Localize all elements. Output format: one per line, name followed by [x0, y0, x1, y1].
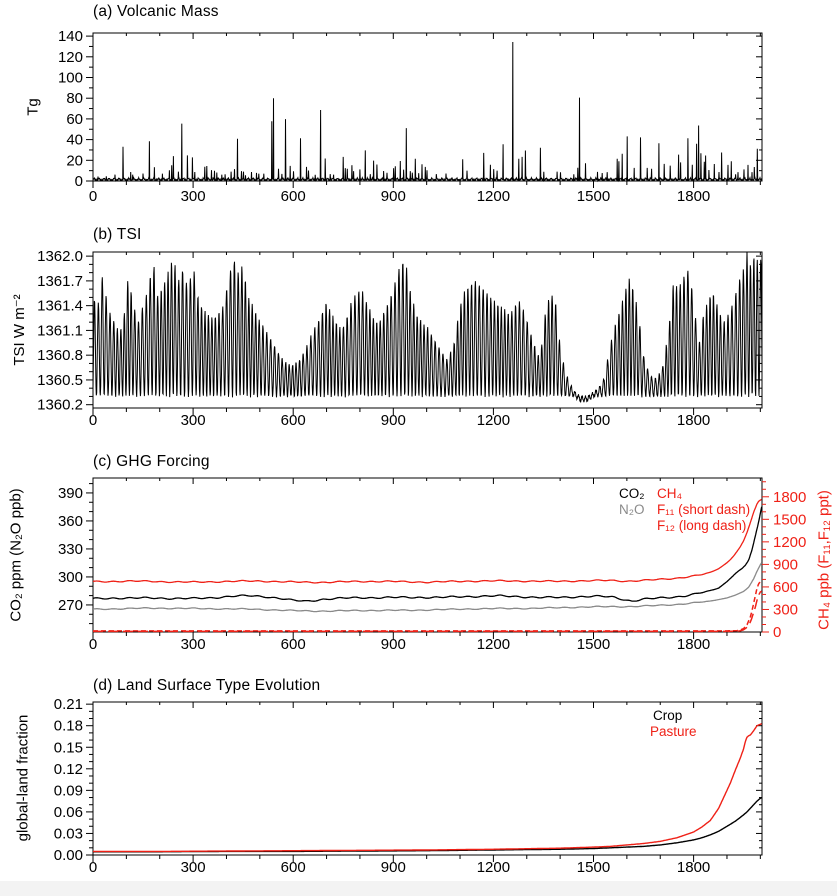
- tick-label: 1500: [577, 412, 610, 429]
- panel-b-ylabel: TSI W m⁻²: [11, 294, 28, 366]
- tick-label: 1800: [677, 188, 710, 205]
- tick-label: 1361.4: [37, 298, 83, 315]
- tick-label: 0.21: [54, 696, 83, 713]
- tick-label: 1360.5: [37, 372, 83, 389]
- tick-label: 0.12: [54, 761, 83, 778]
- series-crop: [93, 797, 762, 853]
- tick-label: 1200: [477, 188, 510, 205]
- tick-label: 20: [66, 152, 83, 169]
- tick-label: 300: [773, 601, 798, 618]
- legend-n2o: N₂O: [619, 502, 645, 517]
- tick-label: 1200: [477, 636, 510, 653]
- tick-label: 1500: [577, 188, 610, 205]
- tick-label: 0.15: [54, 739, 83, 756]
- panel-b-title: (b) TSI: [93, 226, 142, 243]
- tick-label: 40: [66, 132, 83, 149]
- tick-label: 80: [66, 90, 83, 107]
- tick-label: 300: [181, 636, 206, 653]
- tick-label: 0: [773, 624, 781, 641]
- tick-label: 1200: [477, 412, 510, 429]
- series-f12: [93, 590, 763, 633]
- tick-label: 1360.2: [37, 397, 83, 414]
- panel-c-title: (c) GHG Forcing: [93, 453, 210, 470]
- tick-label: 1362.0: [37, 248, 83, 265]
- tick-label: 900: [773, 556, 798, 573]
- tick-label: 0: [89, 412, 97, 429]
- tick-label: 1800: [677, 636, 710, 653]
- tick-label: 1360.8: [37, 347, 83, 364]
- tick-label: 60: [66, 111, 83, 128]
- tick-label: 0: [89, 859, 97, 876]
- tick-label: 390: [58, 485, 83, 502]
- tick-label: 0.18: [54, 718, 83, 735]
- tick-label: 100: [58, 70, 83, 87]
- tick-label: 300: [181, 188, 206, 205]
- legend-f12: F₁₂ (long dash): [657, 518, 747, 533]
- tick-label: 1800: [677, 859, 710, 876]
- panel-c-ylabel: CO₂ ppm (N₂O ppb): [7, 488, 25, 622]
- panel-frame-a: [92, 32, 763, 182]
- tick-label: 1200: [773, 534, 806, 551]
- tick-label: 1500: [773, 511, 806, 528]
- legend-crop: Crop: [653, 708, 683, 723]
- tick-label: 1361.1: [37, 322, 83, 339]
- panel-c-right-ylabel: CH₄ ppb (F₁₁,F₁₂ ppt): [815, 490, 833, 630]
- tick-label: 600: [281, 412, 306, 429]
- tick-label: 900: [381, 188, 406, 205]
- tick-label: 300: [181, 412, 206, 429]
- tick-label: 360: [58, 513, 83, 530]
- tick-label: 300: [181, 859, 206, 876]
- series-co2: [92, 506, 763, 602]
- tick-label: 300: [58, 569, 83, 586]
- tick-label: 330: [58, 541, 83, 558]
- tick-label: 0.00: [54, 847, 83, 864]
- panel-a-title: (a) Volcanic Mass: [93, 3, 219, 20]
- tick-label: 900: [381, 412, 406, 429]
- tick-label: 1200: [477, 859, 510, 876]
- tick-label: 1800: [773, 489, 806, 506]
- series-volcanic-mass: [92, 41, 763, 183]
- tick-label: 0: [75, 173, 83, 190]
- series-f11: [93, 580, 762, 632]
- footer-strip: [0, 881, 837, 896]
- tick-label: 0: [89, 636, 97, 653]
- series-pasture: [93, 723, 762, 853]
- legend-ch4: CH₄: [657, 486, 683, 501]
- tick-label: 270: [58, 597, 83, 614]
- tick-label: 0.03: [54, 825, 83, 842]
- series-n2o: [92, 562, 763, 613]
- tick-label: 120: [58, 49, 83, 66]
- tick-label: 600: [773, 579, 798, 596]
- tick-label: 900: [381, 859, 406, 876]
- panel-frame-d: [92, 701, 763, 856]
- tick-label: 600: [281, 188, 306, 205]
- legend-pasture: Pasture: [650, 724, 697, 739]
- panel-a-ylabel: Tg: [24, 98, 42, 116]
- tick-label: 0.06: [54, 804, 83, 821]
- tick-label: 140: [58, 28, 83, 45]
- tick-label: 900: [381, 636, 406, 653]
- tick-label: 1361.7: [37, 273, 83, 290]
- tick-label: 1500: [577, 859, 610, 876]
- panel-d-ylabel: global-land fraction: [14, 714, 32, 842]
- tick-label: 0.09: [54, 782, 83, 799]
- series-tsi: [92, 251, 763, 404]
- tick-label: 600: [281, 859, 306, 876]
- tick-label: 1500: [577, 636, 610, 653]
- tick-label: 0: [89, 188, 97, 205]
- legend-f11: F₁₁ (short dash): [657, 502, 751, 517]
- tick-label: 600: [281, 636, 306, 653]
- legend-co2: CO₂: [619, 486, 645, 501]
- panel-d-title: (d) Land Surface Type Evolution: [93, 677, 321, 694]
- series-ch4: [92, 498, 762, 584]
- tick-label: 1800: [677, 412, 710, 429]
